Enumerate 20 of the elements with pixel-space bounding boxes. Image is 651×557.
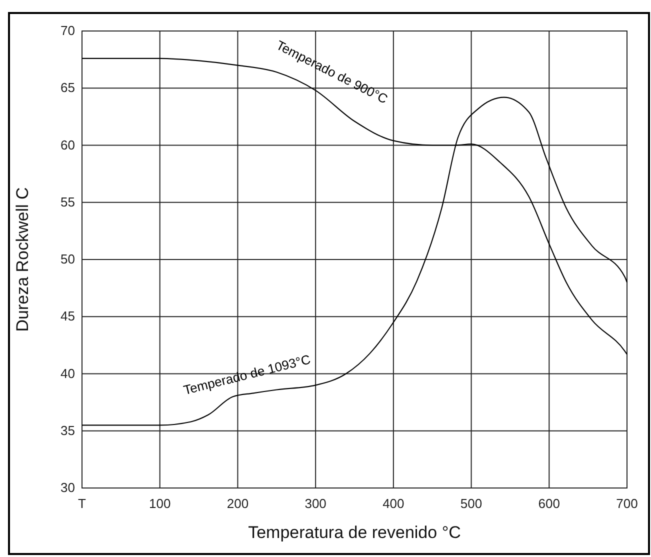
y-tick-label: 40 xyxy=(60,366,75,381)
x-tick-label: T xyxy=(78,496,86,511)
y-tick-label: 55 xyxy=(60,194,75,210)
y-tick-label: 50 xyxy=(60,252,75,266)
y-tick-label: 35 xyxy=(60,422,75,438)
x-tick-label: 300 xyxy=(304,496,326,511)
y-axis-title: Dureza Rockwell C xyxy=(13,187,32,332)
x-tick-label: 100 xyxy=(149,496,171,511)
x-tick-label: 700 xyxy=(616,496,638,511)
x-tick-label: 600 xyxy=(538,496,560,511)
x-tick-label: 200 xyxy=(226,496,249,511)
x-tick-label: 500 xyxy=(460,496,482,511)
y-tick-label: 70 xyxy=(60,23,75,38)
x-tick-label: 400 xyxy=(382,496,404,511)
y-tick-label: 65 xyxy=(60,80,75,96)
text: Temperado de 1093°C xyxy=(182,352,312,398)
y-tick-label: 30 xyxy=(60,480,75,495)
y-tick-label: 45 xyxy=(60,308,75,324)
x-axis-title: Temperatura de revenido °C xyxy=(248,523,461,542)
y-tick-label: 60 xyxy=(60,137,75,152)
